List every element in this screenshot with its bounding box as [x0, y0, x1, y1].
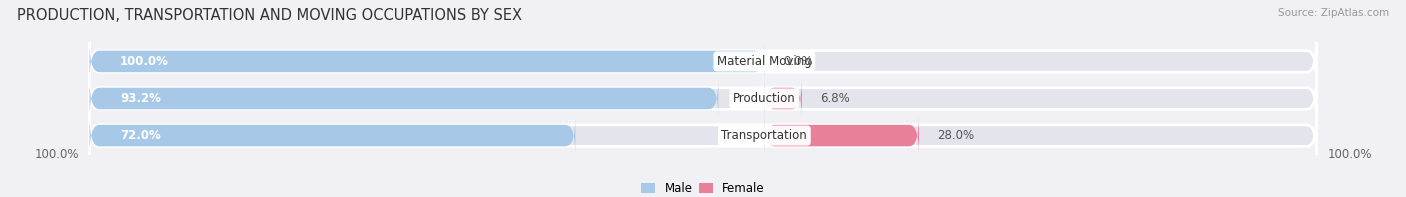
- Text: Source: ZipAtlas.com: Source: ZipAtlas.com: [1278, 8, 1389, 18]
- Text: 100.0%: 100.0%: [1327, 148, 1372, 161]
- Text: 72.0%: 72.0%: [120, 129, 160, 142]
- FancyBboxPatch shape: [90, 80, 1316, 117]
- Text: 0.0%: 0.0%: [783, 55, 813, 68]
- Text: 93.2%: 93.2%: [120, 92, 162, 105]
- FancyBboxPatch shape: [90, 43, 1316, 80]
- Text: 6.8%: 6.8%: [820, 92, 851, 105]
- Text: 100.0%: 100.0%: [120, 55, 169, 68]
- FancyBboxPatch shape: [765, 80, 801, 117]
- FancyBboxPatch shape: [765, 117, 920, 154]
- Text: PRODUCTION, TRANSPORTATION AND MOVING OCCUPATIONS BY SEX: PRODUCTION, TRANSPORTATION AND MOVING OC…: [17, 8, 522, 23]
- Legend: Male, Female: Male, Female: [637, 177, 769, 197]
- Text: Production: Production: [733, 92, 796, 105]
- FancyBboxPatch shape: [90, 43, 765, 80]
- Text: Material Moving: Material Moving: [717, 55, 811, 68]
- FancyBboxPatch shape: [90, 117, 1316, 154]
- FancyBboxPatch shape: [90, 80, 718, 117]
- Text: Transportation: Transportation: [721, 129, 807, 142]
- Text: 28.0%: 28.0%: [938, 129, 974, 142]
- Text: 100.0%: 100.0%: [34, 148, 79, 161]
- FancyBboxPatch shape: [90, 117, 575, 154]
